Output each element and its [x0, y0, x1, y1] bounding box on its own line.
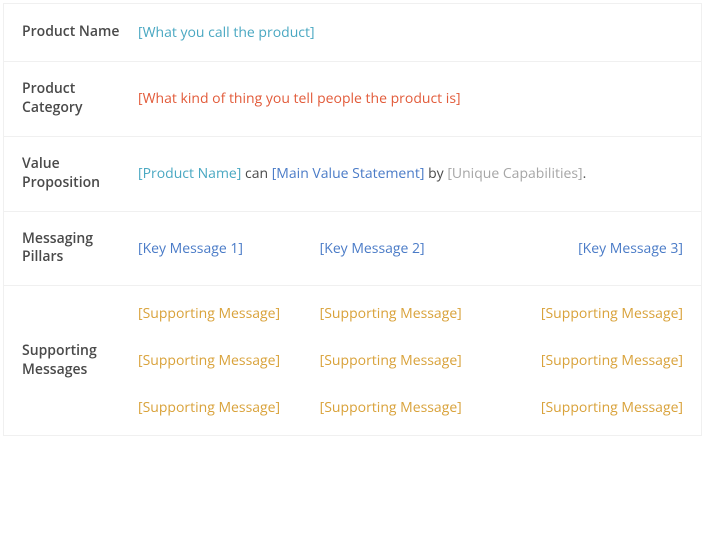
placeholder-product-name: [What you call the product]: [138, 22, 315, 43]
supporting-cell-2-1: [Supporting Message]: [138, 351, 320, 370]
row-product-category: Product Category [What kind of thing you…: [3, 62, 702, 137]
supporting-msg: [Supporting Message]: [320, 398, 462, 417]
supporting-msg: [Supporting Message]: [541, 304, 683, 323]
vp-sep-by: by: [424, 164, 447, 183]
key-message-3: [Key Message 3]: [578, 239, 683, 258]
supporting-row-2: [Supporting Message] [Supporting Message…: [138, 337, 683, 384]
label-messaging-pillars: Messaging Pillars: [4, 212, 138, 286]
label-product-name: Product Name: [4, 4, 138, 61]
supporting-msg: [Supporting Message]: [541, 351, 683, 370]
vp-product-name: [Product Name]: [138, 164, 241, 183]
supporting-row-3: [Supporting Message] [Supporting Message…: [138, 384, 683, 417]
value-supporting-messages: [Supporting Message] [Supporting Message…: [138, 286, 701, 435]
messaging-template-table: Product Name [What you call the product]…: [0, 0, 705, 439]
vp-tail: .: [583, 164, 587, 183]
supporting-cell-2-2: [Supporting Message]: [320, 351, 502, 370]
supporting-row-1: [Supporting Message] [Supporting Message…: [138, 304, 683, 337]
value-messaging-pillars: [Key Message 1] [Key Message 2] [Key Mes…: [138, 212, 701, 286]
supporting-cell-1-2: [Supporting Message]: [320, 304, 502, 323]
value-product-category: [What kind of thing you tell people the …: [138, 62, 701, 136]
row-supporting-messages: Supporting Messages [Supporting Message]…: [3, 286, 702, 436]
label-product-category: Product Category: [4, 62, 138, 136]
vp-sentence: [Product Name] can [Main Value Statement…: [138, 163, 586, 184]
supporting-cell-3-3: [Supporting Message]: [501, 398, 683, 417]
key-message-2: [Key Message 2]: [320, 239, 425, 258]
pillar-col-3: [Key Message 3]: [501, 239, 683, 258]
key-message-1: [Key Message 1]: [138, 239, 243, 258]
vp-main-value: [Main Value Statement]: [272, 164, 425, 183]
vp-sep-can: can: [241, 164, 271, 183]
supporting-cell-3-1: [Supporting Message]: [138, 398, 320, 417]
label-value-proposition: Value Proposition: [4, 137, 138, 211]
supporting-cell-2-3: [Supporting Message]: [501, 351, 683, 370]
supporting-cell-3-2: [Supporting Message]: [320, 398, 502, 417]
supporting-cell-1-3: [Supporting Message]: [501, 304, 683, 323]
row-messaging-pillars: Messaging Pillars [Key Message 1] [Key M…: [3, 212, 702, 287]
supporting-msg: [Supporting Message]: [541, 398, 683, 417]
placeholder-product-category: [What kind of thing you tell people the …: [138, 88, 461, 109]
supporting-msg: [Supporting Message]: [320, 351, 462, 370]
row-product-name: Product Name [What you call the product]: [3, 3, 702, 62]
vp-unique-capabilities: [Unique Capabilities]: [447, 164, 582, 183]
supporting-msg: [Supporting Message]: [138, 304, 280, 323]
value-product-name: [What you call the product]: [138, 4, 701, 61]
supporting-cell-1-1: [Supporting Message]: [138, 304, 320, 323]
supporting-msg: [Supporting Message]: [138, 398, 280, 417]
pillar-col-1: [Key Message 1]: [138, 239, 320, 258]
pillar-col-2: [Key Message 2]: [320, 239, 502, 258]
supporting-msg: [Supporting Message]: [138, 351, 280, 370]
supporting-msg: [Supporting Message]: [320, 304, 462, 323]
value-value-proposition: [Product Name] can [Main Value Statement…: [138, 137, 701, 211]
row-value-proposition: Value Proposition [Product Name] can [Ma…: [3, 137, 702, 212]
label-supporting-messages: Supporting Messages: [4, 286, 138, 435]
